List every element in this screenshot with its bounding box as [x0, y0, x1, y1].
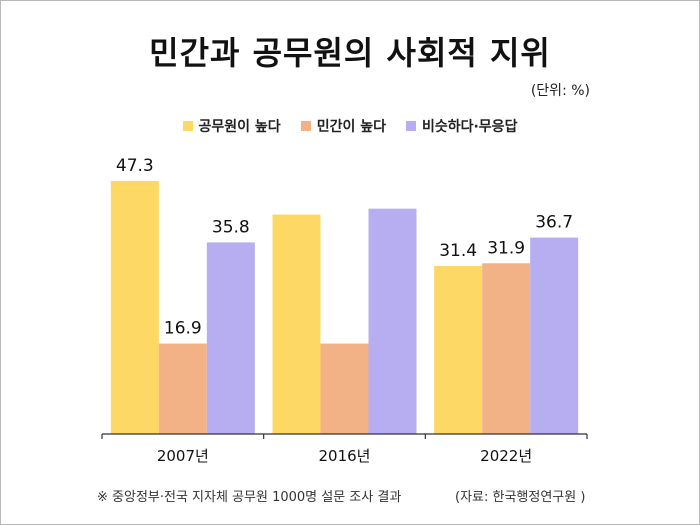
bar-similar-1	[206, 242, 255, 434]
legend-label-similar: 비슷하다·무응답	[421, 119, 518, 135]
bars-layer	[110, 180, 579, 434]
bar-similar-2	[368, 208, 417, 434]
bar-similar-3	[530, 237, 579, 434]
bar-public-1	[110, 180, 159, 434]
footnote: ※ 중앙정부·전국 지자체 공무원 1000명 설문 조사 결과	[97, 490, 402, 505]
value-label-public-3: 31.4	[439, 241, 477, 261]
source-note: (자료: 한국행정연구원 )	[455, 490, 586, 505]
legend-item-private: 민간이 높다	[300, 116, 386, 136]
x-axis: 2007년 2016년 2022년	[101, 433, 588, 465]
bar-private-3	[482, 263, 531, 434]
legend-item-public: 공무원이 높다	[182, 116, 281, 136]
legend-swatch-public	[182, 121, 193, 131]
bar-public-2	[272, 214, 321, 434]
x-tick-label-2: 2016년	[319, 447, 371, 465]
value-label-similar-3: 36.7	[535, 213, 573, 233]
legend-label-public: 공무원이 높다	[198, 119, 281, 135]
legend-label-private: 민간이 높다	[316, 119, 386, 135]
legend-swatch-private	[300, 121, 311, 131]
bar-public-3	[434, 265, 483, 434]
value-label-similar-1: 35.8	[212, 217, 250, 237]
value-label-private-1: 16.9	[164, 319, 202, 339]
bar-private-2	[320, 343, 369, 434]
value-label-private-3: 31.9	[487, 238, 525, 258]
chart-title: 민간과 공무원의 사회적 지위	[149, 34, 551, 72]
x-tick-label-3: 2022년	[480, 447, 532, 465]
value-labels-layer: 47.3 16.9 35.8 31.4 31.9 36.7	[116, 156, 573, 339]
value-label-public-1: 47.3	[116, 156, 154, 176]
x-tick-label-1: 2007년	[157, 447, 209, 465]
bar-private-1	[158, 343, 207, 434]
unit-label: (단위: %)	[530, 83, 590, 99]
legend-item-similar: 비슷하다·무응답	[405, 116, 518, 136]
legend-swatch-similar	[405, 121, 416, 131]
legend: 공무원이 높다 민간이 높다 비슷하다·무응답	[0, 116, 700, 136]
